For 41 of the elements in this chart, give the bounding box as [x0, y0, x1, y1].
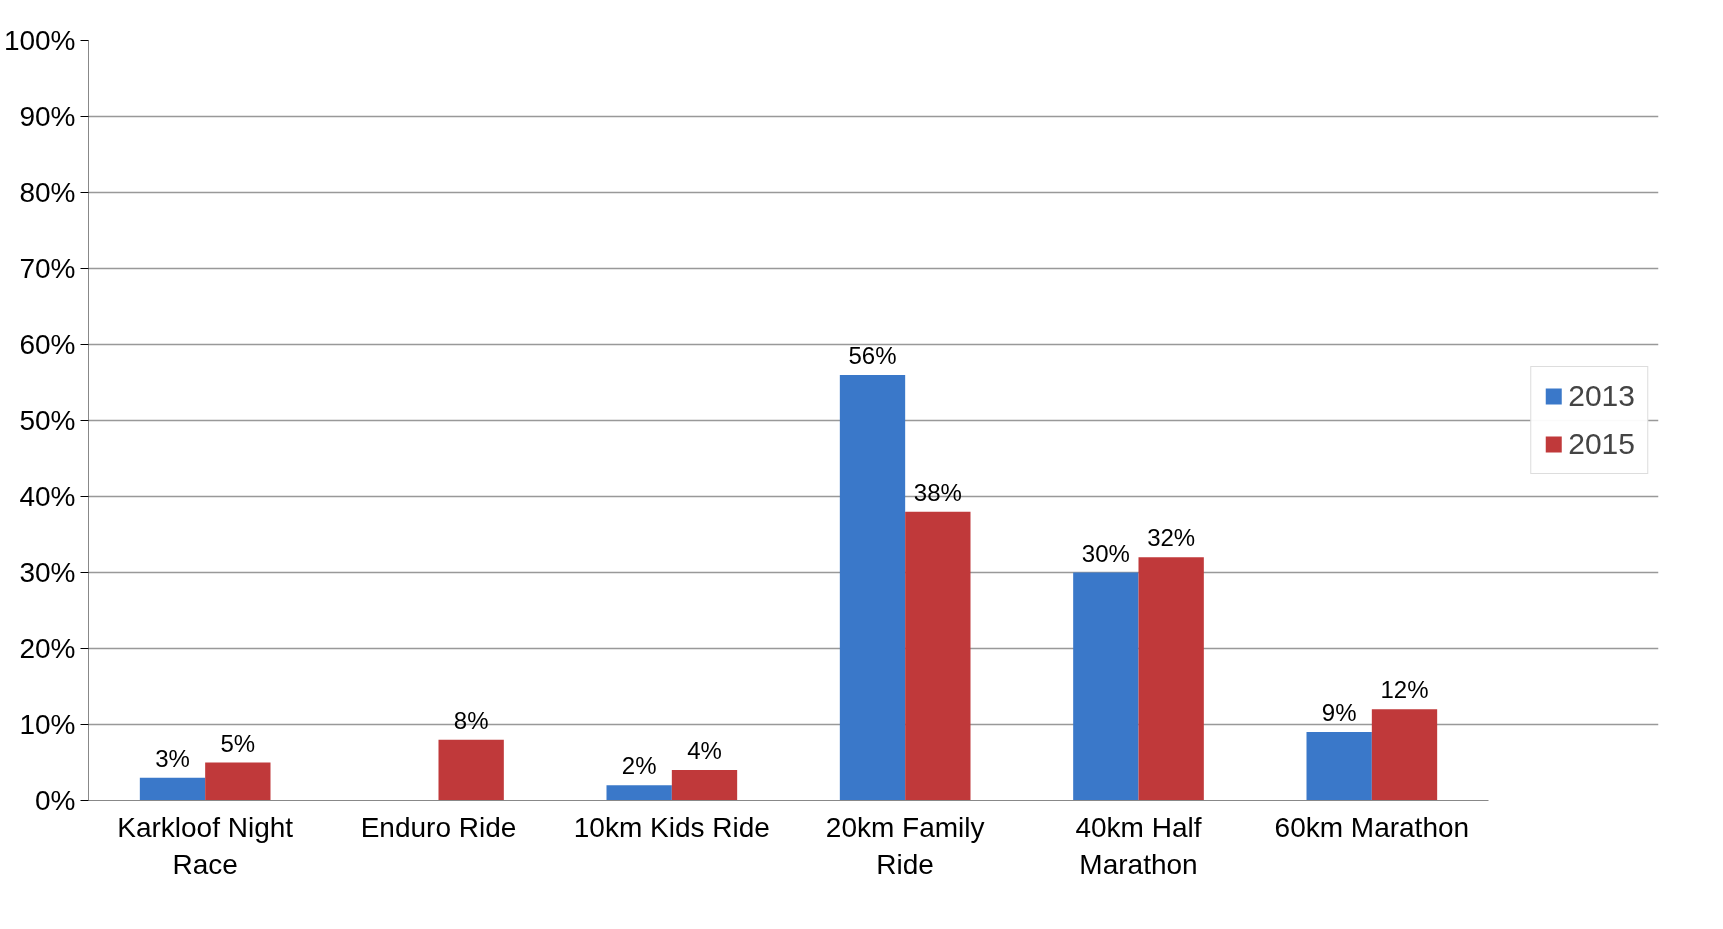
data-label: 4%	[687, 737, 722, 765]
bar	[671, 770, 738, 801]
data-label: 9%	[1321, 699, 1357, 727]
bar	[606, 785, 672, 801]
data-label: 3%	[155, 744, 190, 772]
bar	[205, 762, 271, 801]
bar	[1371, 709, 1438, 801]
x-tick-label: 10km Kids Ride	[573, 811, 770, 843]
y-tick-label: 90%	[19, 101, 76, 132]
legend-label: 2015	[1568, 427, 1635, 461]
data-label: 5%	[220, 729, 256, 757]
data-label: 2%	[621, 752, 657, 780]
y-tick-label: 0%	[35, 785, 76, 816]
x-tick-label: 40km Half Marathon	[1075, 811, 1202, 880]
data-label: 8%	[453, 706, 489, 734]
y-tick-label: 100%	[3, 25, 76, 56]
x-tick-label: 20km Family Ride	[825, 811, 985, 880]
bar	[438, 739, 504, 801]
x-tick-label: Karkloof Night Race	[117, 811, 294, 880]
y-tick-label: 80%	[19, 177, 76, 208]
y-tick-label: 10%	[19, 709, 76, 740]
x-tick-label: 60km Marathon	[1274, 811, 1470, 843]
y-tick-label: 60%	[19, 329, 76, 360]
y-tick-label: 20%	[19, 633, 76, 664]
y-tick-label: 40%	[19, 481, 76, 512]
y-tick-label: 50%	[19, 405, 76, 436]
legend-label: 2013	[1568, 379, 1635, 413]
bar	[839, 374, 906, 801]
y-tick-label: 30%	[19, 557, 76, 588]
y-tick-label: 70%	[19, 253, 76, 284]
bar	[905, 511, 971, 801]
data-label: 30%	[1081, 539, 1130, 567]
bar	[139, 777, 206, 801]
bar	[1138, 557, 1204, 801]
x-tick-label: Enduro Ride	[360, 811, 517, 843]
data-label: 32%	[1147, 524, 1196, 552]
data-label: 56%	[848, 341, 897, 369]
data-label: 38%	[913, 478, 962, 506]
data-label: 12%	[1380, 676, 1429, 704]
bar	[1073, 572, 1139, 801]
bar	[1306, 732, 1372, 801]
